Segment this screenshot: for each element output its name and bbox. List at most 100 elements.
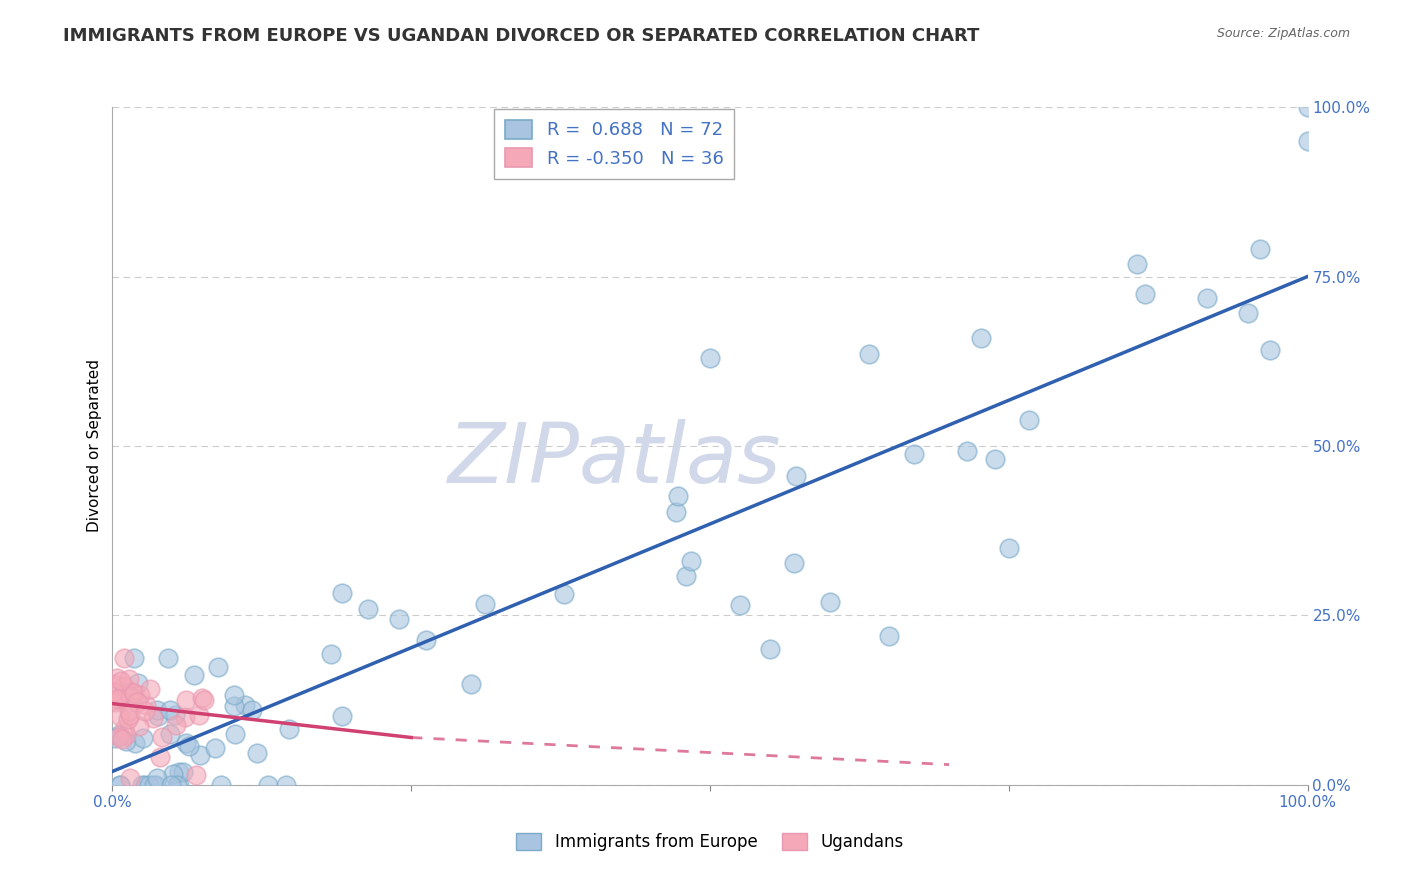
Point — [145, 772, 167, 786]
Point — [108, 778, 131, 792]
Point — [224, 727, 246, 741]
Point — [1018, 413, 1040, 427]
Point — [122, 686, 145, 700]
Point — [152, 730, 174, 744]
Point — [666, 489, 689, 503]
Point — [984, 452, 1007, 467]
Point — [105, 671, 128, 685]
Point — [188, 708, 211, 723]
Point — [699, 351, 721, 365]
Point — [103, 685, 125, 699]
Point — [998, 541, 1021, 555]
Point — [278, 722, 301, 736]
Point — [222, 688, 245, 702]
Point — [970, 331, 993, 345]
Text: Source: ZipAtlas.com: Source: ZipAtlas.com — [1216, 27, 1350, 40]
Point — [118, 708, 141, 723]
Point — [131, 778, 153, 792]
Point — [134, 704, 156, 718]
Text: IMMIGRANTS FROM EUROPE VS UGANDAN DIVORCED OR SEPARATED CORRELATION CHART: IMMIGRANTS FROM EUROPE VS UGANDAN DIVORC… — [63, 27, 980, 45]
Point — [127, 676, 149, 690]
Point — [167, 778, 190, 792]
Point — [357, 602, 380, 616]
Point — [138, 778, 160, 792]
Point — [321, 648, 343, 662]
Point — [132, 731, 155, 745]
Point — [117, 712, 139, 726]
Point — [112, 723, 135, 737]
Point — [166, 778, 188, 792]
Point — [156, 651, 179, 665]
Point — [1296, 100, 1319, 114]
Point — [143, 778, 166, 792]
Text: ZIPatlas: ZIPatlas — [447, 419, 782, 500]
Point — [108, 709, 131, 723]
Point — [276, 778, 298, 792]
Point — [105, 691, 128, 706]
Point — [163, 708, 186, 723]
Point — [139, 681, 162, 696]
Point — [134, 778, 156, 792]
Point — [108, 728, 131, 742]
Legend: Immigrants from Europe, Ugandans: Immigrants from Europe, Ugandans — [509, 827, 911, 858]
Point — [330, 709, 353, 723]
Point — [679, 554, 702, 568]
Point — [172, 764, 194, 779]
Point — [415, 632, 437, 647]
Point — [388, 611, 411, 625]
Point — [110, 674, 132, 689]
Point — [104, 731, 127, 745]
Point — [120, 771, 142, 785]
Point — [728, 599, 751, 613]
Point — [145, 778, 167, 792]
Point — [160, 778, 183, 792]
Point — [191, 691, 214, 706]
Point — [149, 749, 172, 764]
Point — [330, 586, 353, 600]
Point — [474, 597, 496, 611]
Point — [1296, 134, 1319, 148]
Point — [1237, 305, 1260, 319]
Point — [785, 469, 807, 483]
Point — [173, 709, 195, 723]
Point — [955, 444, 977, 458]
Point — [159, 727, 181, 741]
Point — [183, 668, 205, 682]
Point — [879, 629, 901, 643]
Point — [207, 660, 229, 674]
Point — [242, 703, 264, 717]
Point — [118, 689, 141, 703]
Point — [186, 768, 208, 782]
Point — [233, 698, 256, 713]
Point — [162, 767, 184, 781]
Point — [115, 734, 138, 748]
Point — [176, 736, 198, 750]
Point — [204, 740, 226, 755]
Point — [165, 717, 187, 731]
Point — [111, 731, 134, 746]
Point — [121, 685, 143, 699]
Point — [176, 693, 198, 707]
Point — [135, 698, 157, 712]
Point — [112, 651, 135, 665]
Point — [246, 746, 269, 760]
Point — [193, 693, 215, 707]
Point — [108, 691, 131, 706]
Point — [1195, 291, 1218, 305]
Point — [124, 651, 146, 665]
Point — [118, 704, 141, 718]
Point — [104, 695, 127, 709]
Point — [188, 748, 211, 763]
Point — [818, 595, 841, 609]
Point — [1126, 257, 1149, 271]
Point — [1133, 286, 1156, 301]
Point — [553, 587, 575, 601]
Point — [146, 703, 169, 717]
Point — [148, 708, 170, 723]
Point — [115, 728, 138, 742]
Point — [141, 711, 163, 725]
Point — [1249, 243, 1271, 257]
Point — [112, 679, 135, 693]
Point — [159, 703, 181, 717]
Point — [107, 730, 129, 744]
